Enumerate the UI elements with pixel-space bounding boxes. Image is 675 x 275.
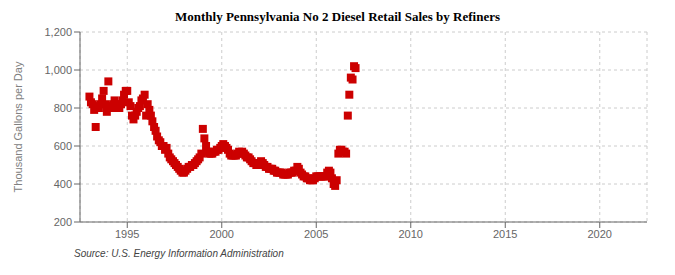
svg-text:400: 400 [54, 178, 72, 190]
svg-text:2005: 2005 [304, 228, 328, 240]
svg-text:2015: 2015 [493, 228, 517, 240]
svg-text:800: 800 [54, 102, 72, 114]
svg-text:1,000: 1,000 [44, 64, 72, 76]
html-text:Source: U.S. Energy Informatio: Source: U.S. Energy Information Administ… [74, 248, 284, 259]
svg-text:600: 600 [54, 140, 72, 152]
svg-text:Thousand Gallons per Day: Thousand Gallons per Day [12, 61, 24, 192]
svg-text:2020: 2020 [588, 228, 612, 240]
svg-text:1,200: 1,200 [44, 26, 72, 38]
svg-text:1995: 1995 [115, 228, 139, 240]
svg-text:2010: 2010 [399, 228, 423, 240]
svg-text:200: 200 [54, 216, 72, 228]
html-text:Monthly Pennsylvania No 2 Dies: Monthly Pennsylvania No 2 Diesel Retail … [175, 9, 500, 24]
svg-text:2000: 2000 [210, 228, 234, 240]
